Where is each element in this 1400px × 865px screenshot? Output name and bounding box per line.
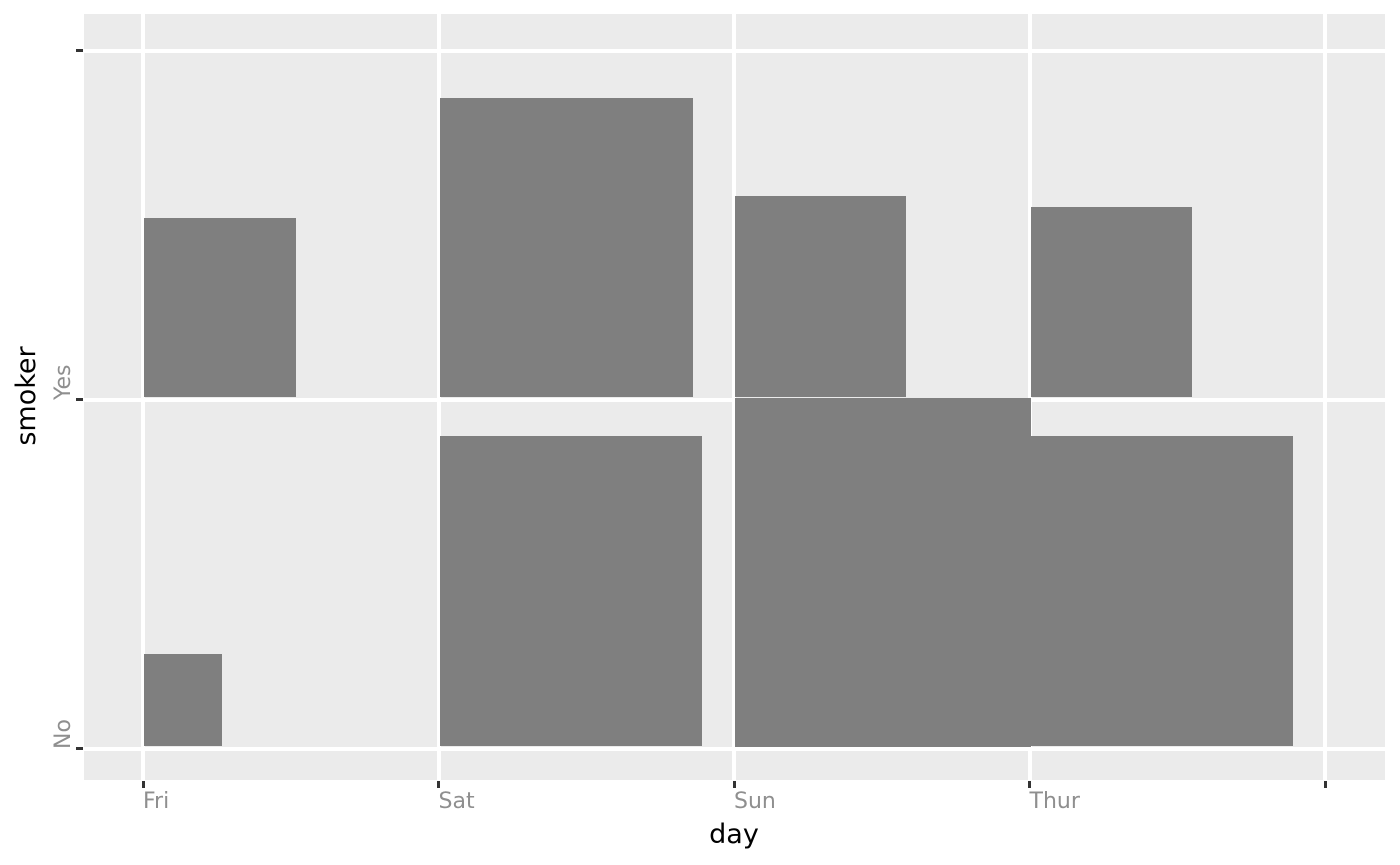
y-gridline [84,746,1385,751]
y-tick-label-yes: Yes [51,363,76,400]
y-gridline [84,48,1385,53]
x-axis-tick [1323,781,1327,788]
mosaic-bar-sat-yes [439,97,694,398]
x-tick-label-sun: Sun [734,789,776,814]
mosaic-bar-fri-yes [144,218,296,398]
y-axis-tick [76,398,83,401]
x-tick-label-fri: Fri [143,789,170,814]
x-axis-title: day [709,819,759,850]
mosaic-bar-sun-no [735,397,1031,747]
x-gridline [436,14,441,780]
y-axis-tick [76,49,83,52]
x-gridline [1323,14,1327,780]
x-gridline [141,14,145,780]
mosaic-bar-sun-yes [735,196,906,398]
y-tick-label-no: No [51,718,76,749]
x-tick-label-sat: Sat [438,789,475,814]
y-axis-title: smoker [11,346,43,446]
mosaic-bar-thur-yes [1030,206,1192,398]
x-axis-tick [437,781,440,788]
x-axis-tick [732,781,736,788]
x-tick-label-thur: Thur [1029,789,1080,814]
x-axis-tick [141,781,145,788]
y-axis-tick [76,747,83,750]
mosaic-bar-thur-no [1030,436,1294,747]
mosaic-bar-sat-no [439,436,703,747]
x-gridline [732,14,736,780]
x-gridline [1027,14,1032,780]
x-axis-tick [1028,781,1031,788]
mosaic-bar-fri-no [144,654,223,747]
y-gridline [84,397,1385,402]
